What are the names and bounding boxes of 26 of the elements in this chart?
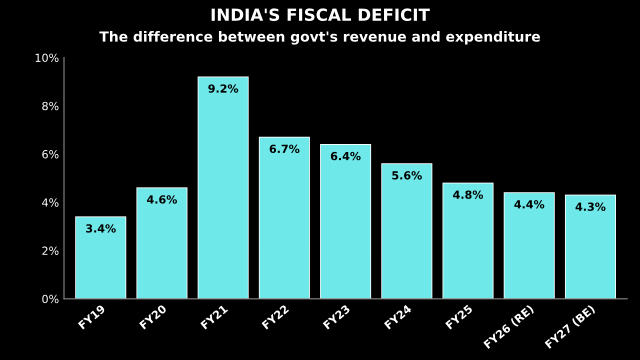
data-label: 4.3% (576, 202, 606, 211)
data-label: 4.8% (453, 190, 484, 199)
chart-subtitle: The difference between govt's revenue and expenditure (99, 31, 540, 45)
y-tick-label: 8% (42, 102, 59, 110)
y-tick-label: 4% (42, 198, 59, 207)
chart-title: INDIA'S FISCAL DEFICIT (212, 8, 430, 22)
y-tick-label: 2% (42, 246, 59, 255)
y-tick-label: 10% (36, 54, 59, 62)
data-label: 4.6% (147, 195, 178, 204)
data-label: 6.7% (270, 144, 300, 154)
bar (136, 187, 188, 299)
bar (320, 144, 372, 299)
bar (258, 136, 310, 299)
y-tick-label: 0% (42, 294, 59, 304)
bar (75, 216, 126, 299)
y-tick-label: 6% (42, 150, 59, 158)
bar (504, 192, 555, 299)
data-label: 5.6% (392, 171, 422, 180)
data-label: 4.4% (514, 200, 544, 209)
bar (198, 76, 249, 299)
bar (564, 194, 616, 299)
data-label: 6.4% (330, 152, 361, 160)
bar (442, 182, 494, 299)
data-label: 9.2% (208, 84, 238, 93)
bar (381, 163, 432, 299)
data-label: 3.4% (86, 224, 116, 233)
